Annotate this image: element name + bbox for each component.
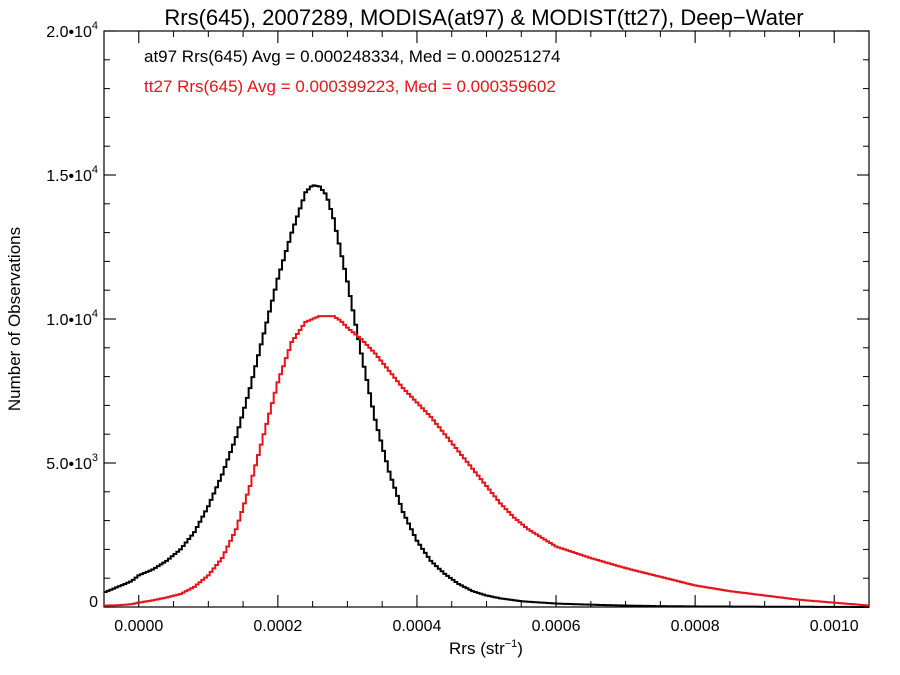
y-axis-label: Number of Observations xyxy=(5,227,24,411)
y-tick-label-base: 0 xyxy=(89,594,98,611)
y-tick-label-base: 5.0•10 xyxy=(46,456,92,473)
plot-frame xyxy=(103,30,870,608)
x-axis-label-close: ) xyxy=(517,639,523,658)
x-tick-label: 0.0008 xyxy=(671,618,720,635)
x-tick-label: 0.0004 xyxy=(392,618,441,635)
y-tick-label-exp: 3 xyxy=(92,452,98,464)
y-tick-label-base: 2.0•10 xyxy=(46,24,92,41)
x-axis-label-main: Rrs (str xyxy=(449,639,505,658)
series-layer xyxy=(104,184,869,608)
y-tick-label: 1.5•104 xyxy=(46,164,98,185)
x-axis-ticks: 0.0000 0.0002 0.0004 0.0006 0.0008 0.0010 xyxy=(103,31,870,635)
x-axis-label: Rrs (str−1) xyxy=(449,638,523,658)
y-tick-label-base: 1.0•10 xyxy=(46,312,92,329)
y-tick-label-exp: 4 xyxy=(92,20,98,32)
series-line-at97 xyxy=(104,184,869,608)
x-tick-label: 0.0010 xyxy=(810,618,859,635)
annotation-tt27: tt27 Rrs(645) Avg = 0.000399223, Med = 0… xyxy=(144,77,556,96)
x-axis-label-sup: −1 xyxy=(505,638,518,650)
y-tick-label: 1.0•104 xyxy=(46,308,98,329)
x-tick-label: 0.0002 xyxy=(253,618,302,635)
chart-title: Rrs(645), 2007289, MODISA(at97) & MODIST… xyxy=(164,5,803,30)
y-tick-label-exp: 4 xyxy=(92,308,98,320)
y-tick-label: 2.0•104 xyxy=(46,20,98,41)
y-tick-label: 0 xyxy=(89,594,98,611)
annotation-at97: at97 Rrs(645) Avg = 0.000248334, Med = 0… xyxy=(144,47,561,66)
series-line-tt27 xyxy=(104,315,869,607)
x-tick-label: 0.0000 xyxy=(114,618,163,635)
y-tick-label-base: 1.5•10 xyxy=(46,168,92,185)
y-tick-label-exp: 4 xyxy=(92,164,98,176)
x-tick-label: 0.0006 xyxy=(532,618,581,635)
y-tick-label: 5.0•103 xyxy=(46,452,98,473)
